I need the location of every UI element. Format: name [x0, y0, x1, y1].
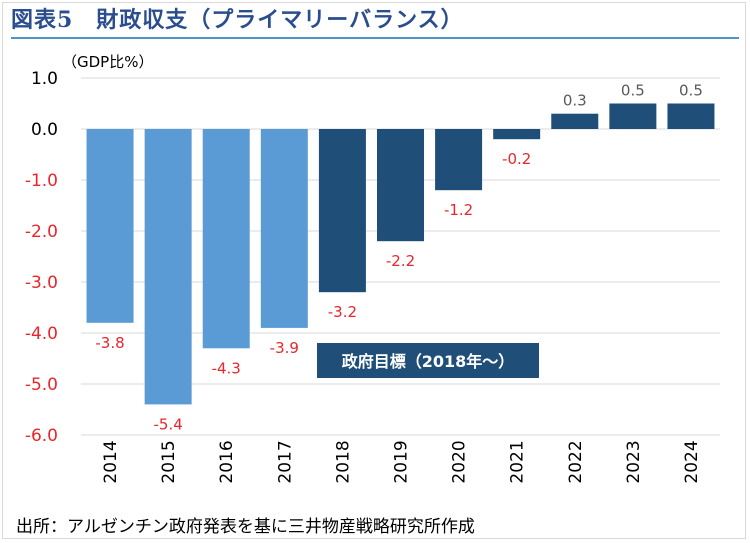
x-tick-label: 2020 [450, 440, 470, 483]
bar-2023 [609, 103, 657, 129]
bar-2015 [144, 129, 192, 405]
source-note: 出所：アルゼンチン政府発表を基に三井物産戦略研究所作成 [16, 517, 475, 537]
x-tick-label: 2017 [275, 440, 295, 483]
x-tick-label: 2024 [682, 440, 702, 483]
bar-2021 [493, 129, 541, 140]
bar-2017 [260, 129, 308, 328]
y-tick-label: -3.0 [25, 273, 58, 293]
data-label: -2.2 [386, 252, 415, 270]
y-tick-label: 0.0 [31, 120, 58, 140]
x-tick-label: 2016 [217, 440, 237, 483]
data-label: -5.4 [153, 415, 182, 433]
x-tick-label: 2022 [566, 440, 586, 483]
bar-2024 [667, 103, 715, 129]
government-target-annotation: 政府目標（2018年～） [317, 343, 539, 378]
y-tick-label: 1.0 [31, 69, 58, 89]
y-tick-label: -4.0 [25, 324, 58, 344]
x-tick-label: 2021 [508, 440, 528, 483]
chart-title: 図表5 財政収支（プライマリーバランス） [11, 3, 739, 39]
x-tick-label: 2018 [333, 440, 353, 483]
data-label: -3.2 [328, 303, 357, 321]
y-tick-label: -5.0 [25, 375, 58, 395]
x-tick-label: 2014 [101, 440, 121, 483]
data-label: -3.8 [95, 334, 124, 352]
x-tick-label: 2023 [624, 440, 644, 483]
bar-2018 [318, 129, 366, 293]
government-target-label: 政府目標（2018年～） [342, 352, 515, 371]
data-label: -4.3 [212, 359, 241, 377]
bar-2014 [86, 129, 134, 323]
data-label: -3.9 [270, 339, 299, 357]
bar-chart: -3.8 -5.4 -4.3 -3.9 -3.2 -2.2 -1.2 -0.2 0.3 0.5 0.… [25, 53, 720, 484]
y-axis-unit-label: （GDP比%） [62, 53, 153, 71]
bar-2022 [551, 113, 599, 129]
y-tick-label: -2.0 [25, 222, 58, 242]
data-label: -1.2 [444, 201, 473, 219]
bar-2020 [435, 129, 483, 191]
bar-2016 [202, 129, 250, 349]
x-tick-label: 2015 [159, 440, 179, 483]
data-label: 0.5 [679, 82, 703, 100]
data-label: 0.5 [621, 82, 645, 100]
y-tick-label: -1.0 [25, 171, 58, 191]
bar-2019 [377, 129, 424, 242]
data-label: -0.2 [502, 150, 531, 168]
y-tick-label: -6.0 [25, 426, 58, 446]
x-tick-label: 2019 [392, 440, 412, 483]
data-label: 0.3 [563, 92, 587, 110]
